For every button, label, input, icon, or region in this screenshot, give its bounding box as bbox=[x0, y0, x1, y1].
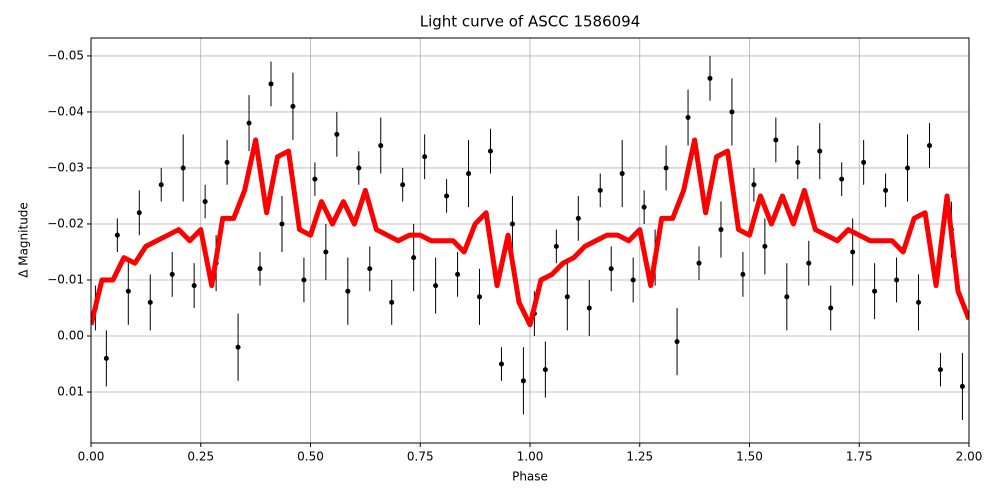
data-point bbox=[444, 193, 450, 199]
data-point bbox=[356, 165, 362, 171]
data-point bbox=[312, 176, 318, 182]
y-tick-label: −0.03 bbox=[47, 160, 84, 174]
data-point bbox=[279, 221, 285, 227]
chart-title: Light curve of ASCC 1586094 bbox=[420, 13, 641, 31]
data-point bbox=[773, 137, 779, 143]
data-point bbox=[597, 187, 603, 193]
data-point bbox=[246, 120, 252, 126]
data-point bbox=[872, 288, 878, 294]
y-tick-label: −0.04 bbox=[47, 104, 84, 118]
y-tick-label: 0.00 bbox=[57, 329, 84, 343]
data-point bbox=[542, 367, 548, 373]
data-point bbox=[147, 299, 153, 305]
data-point bbox=[411, 255, 417, 261]
data-point bbox=[257, 266, 263, 272]
y-tick-label: −0.02 bbox=[47, 216, 84, 230]
data-point bbox=[729, 109, 735, 115]
data-point bbox=[630, 277, 636, 283]
data-point bbox=[334, 131, 340, 137]
x-tick-label: 0.25 bbox=[187, 450, 214, 464]
x-tick-label: 1.25 bbox=[626, 450, 653, 464]
data-point bbox=[301, 277, 307, 283]
ticks: 0.00 0.25 0.50 0.75 1.00 1.25 1.50 1.75 2.00 −0.0… bbox=[47, 48, 982, 463]
plot-area bbox=[91, 55, 969, 421]
data-point bbox=[400, 182, 406, 188]
x-axis-label: Phase bbox=[512, 470, 548, 484]
data-point bbox=[586, 305, 592, 311]
data-point bbox=[290, 103, 296, 109]
data-point bbox=[795, 159, 801, 165]
x-tick-label: 1.00 bbox=[517, 450, 544, 464]
data-point bbox=[487, 148, 493, 154]
data-point bbox=[389, 299, 395, 305]
y-tick-label: −0.05 bbox=[47, 48, 84, 62]
data-point bbox=[367, 266, 373, 272]
data-point bbox=[323, 249, 329, 255]
data-point bbox=[817, 148, 823, 154]
data-point bbox=[433, 283, 439, 289]
data-point bbox=[575, 215, 581, 221]
data-point bbox=[850, 249, 856, 255]
x-tick-label: 0.50 bbox=[297, 450, 324, 464]
data-point bbox=[707, 75, 713, 81]
x-tick-label: 0.75 bbox=[407, 450, 434, 464]
data-point bbox=[180, 165, 186, 171]
data-point bbox=[169, 271, 175, 277]
data-point bbox=[191, 283, 197, 289]
data-point bbox=[663, 165, 669, 171]
data-point bbox=[422, 154, 428, 160]
data-point bbox=[861, 159, 867, 165]
data-point bbox=[784, 294, 790, 300]
x-tick-label: 0.00 bbox=[78, 450, 105, 464]
data-point bbox=[268, 81, 274, 87]
data-point bbox=[718, 227, 724, 233]
data-point bbox=[509, 221, 515, 227]
data-point bbox=[685, 115, 691, 121]
data-point bbox=[959, 383, 965, 389]
data-point bbox=[520, 378, 526, 384]
data-point bbox=[136, 210, 142, 216]
data-point bbox=[839, 176, 845, 182]
data-point bbox=[477, 294, 483, 300]
data-point bbox=[235, 344, 241, 350]
data-point bbox=[740, 271, 746, 277]
data-point bbox=[564, 294, 570, 300]
x-tick-label: 1.75 bbox=[846, 450, 873, 464]
y-axis-label: Δ Magnitude bbox=[17, 202, 31, 278]
data-point bbox=[828, 305, 834, 311]
data-point bbox=[114, 232, 120, 238]
data-point bbox=[916, 299, 922, 305]
x-tick-label: 1.50 bbox=[736, 450, 763, 464]
data-point bbox=[553, 243, 559, 249]
x-tick-label: 2.00 bbox=[956, 450, 983, 464]
data-point bbox=[345, 288, 351, 294]
data-point bbox=[894, 277, 900, 283]
data-point bbox=[103, 355, 109, 361]
data-point bbox=[455, 271, 461, 277]
data-point bbox=[498, 361, 504, 367]
y-tick-label: 0.01 bbox=[57, 385, 84, 399]
data-point bbox=[158, 182, 164, 188]
data-point bbox=[674, 339, 680, 345]
data-point bbox=[378, 143, 384, 149]
data-point bbox=[883, 187, 889, 193]
smoothed-line bbox=[91, 137, 969, 328]
data-point bbox=[762, 243, 768, 249]
data-point bbox=[926, 143, 932, 149]
data-point bbox=[619, 171, 625, 177]
data-point bbox=[696, 260, 702, 266]
data-point bbox=[224, 159, 230, 165]
data-point bbox=[608, 266, 614, 272]
data-point bbox=[905, 165, 911, 171]
data-point bbox=[202, 199, 208, 205]
data-point bbox=[751, 182, 757, 188]
y-tick-label: −0.01 bbox=[47, 272, 84, 286]
data-point bbox=[937, 367, 943, 373]
data-point bbox=[466, 171, 472, 177]
data-point bbox=[641, 204, 647, 210]
data-point bbox=[806, 260, 812, 266]
data-point bbox=[125, 288, 131, 294]
